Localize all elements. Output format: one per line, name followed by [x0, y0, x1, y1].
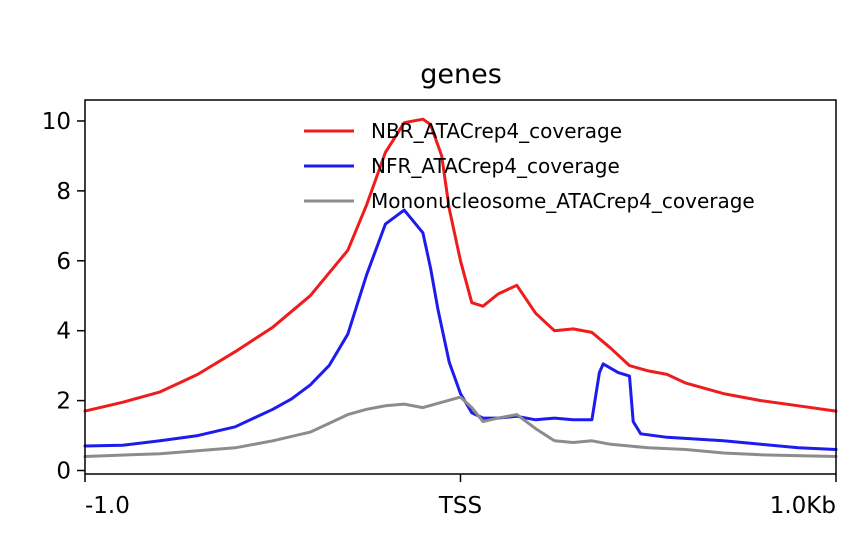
- x-tick-label-2: 1.0Kb: [770, 493, 836, 519]
- legend-label-2: Mononucleosome_ATACrep4_coverage: [371, 189, 755, 213]
- y-tick-label-3: 6: [56, 249, 71, 275]
- series-line-0: [83, 117, 838, 413]
- y-tick-label-4: 8: [56, 179, 71, 205]
- x-axis-ticks: -1.0 TSS 1.0Kb: [84, 474, 837, 519]
- y-tick-label-2: 4: [56, 319, 71, 345]
- y-tick-label-5: 10: [42, 109, 71, 135]
- legend-label-1: NFR_ATACrep4_coverage: [371, 154, 620, 178]
- legend-label-0: NBR_ATACrep4_coverage: [371, 119, 622, 143]
- y-axis-ticks: 0 2 4 6 8 10: [42, 109, 85, 485]
- series-line-1: [83, 208, 838, 451]
- y-tick-label-0: 0: [56, 459, 71, 485]
- chart-title: genes: [420, 59, 502, 90]
- series-line-2: [83, 395, 838, 458]
- y-tick-label-1: 2: [56, 389, 71, 415]
- series-layer: [83, 117, 838, 458]
- legend: NBR_ATACrep4_coverage NFR_ATACrep4_covera…: [304, 119, 755, 213]
- x-tick-label-1: TSS: [438, 493, 482, 519]
- x-tick-label-0: -1.0: [85, 493, 130, 519]
